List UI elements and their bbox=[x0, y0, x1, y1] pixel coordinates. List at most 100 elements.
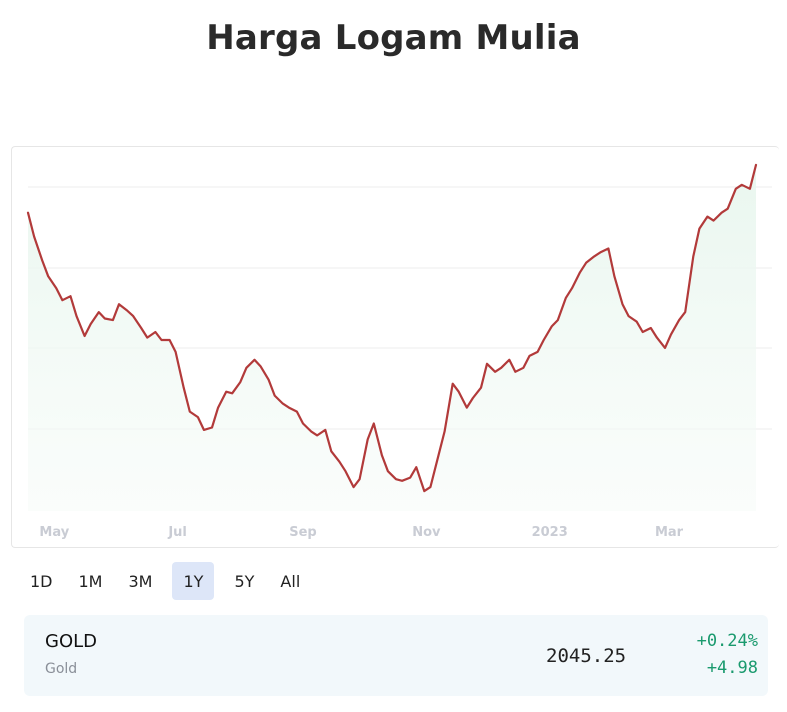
range-button-1y[interactable]: 1Y bbox=[172, 562, 215, 600]
data-point bbox=[697, 227, 701, 231]
data-point bbox=[612, 274, 616, 278]
data-point bbox=[125, 309, 129, 313]
data-point bbox=[465, 406, 469, 410]
quote-row-gold[interactable]: GOLD Gold 2045.25 +0.24% +4.98 bbox=[24, 615, 768, 696]
data-point bbox=[677, 318, 681, 322]
price-line bbox=[26, 163, 758, 493]
data-point bbox=[323, 428, 327, 432]
data-point bbox=[230, 391, 234, 395]
data-point bbox=[224, 390, 228, 394]
data-point bbox=[153, 330, 157, 334]
data-point bbox=[556, 318, 560, 322]
data-point bbox=[726, 207, 730, 211]
data-point bbox=[380, 453, 384, 457]
data-point bbox=[358, 477, 362, 481]
data-point bbox=[606, 247, 610, 251]
data-point bbox=[60, 298, 64, 302]
data-point bbox=[720, 211, 724, 215]
data-point bbox=[394, 477, 398, 481]
range-button-5y[interactable]: 5Y bbox=[234, 571, 255, 591]
range-button-1d[interactable]: 1D bbox=[30, 571, 53, 591]
data-point bbox=[344, 469, 348, 473]
data-point bbox=[75, 314, 79, 318]
data-point bbox=[244, 366, 248, 370]
data-point bbox=[174, 350, 178, 354]
data-point bbox=[705, 215, 709, 219]
x-tick-label: Mar bbox=[655, 525, 684, 540]
price-chart-svg: May Jul Sep Nov 2023 Mar bbox=[26, 163, 772, 540]
data-point bbox=[259, 364, 263, 368]
quote-price: 2045.25 bbox=[546, 645, 627, 667]
data-point bbox=[437, 453, 441, 457]
data-point bbox=[267, 378, 271, 382]
x-axis-ticks: May Jul Sep Nov 2023 Mar bbox=[39, 525, 683, 540]
data-point bbox=[295, 410, 299, 414]
data-point bbox=[408, 476, 412, 480]
data-point bbox=[83, 334, 87, 338]
data-point bbox=[635, 320, 639, 324]
data-point bbox=[329, 449, 333, 453]
data-point bbox=[507, 358, 511, 362]
price-chart[interactable]: May Jul Sep Nov 2023 Mar bbox=[11, 146, 779, 548]
data-point bbox=[521, 366, 525, 370]
range-selector: 1D 1M 3M 1Y 5Y All bbox=[24, 562, 306, 600]
data-point bbox=[40, 258, 44, 262]
data-point bbox=[46, 274, 50, 278]
data-point bbox=[621, 302, 625, 306]
data-point bbox=[366, 437, 370, 441]
data-point bbox=[372, 422, 376, 426]
data-point bbox=[536, 350, 540, 354]
price-area-fill bbox=[28, 164, 756, 511]
x-tick-label: May bbox=[39, 525, 69, 540]
data-point bbox=[352, 485, 356, 489]
data-point bbox=[550, 324, 554, 328]
data-point bbox=[592, 254, 596, 258]
data-point bbox=[649, 326, 653, 330]
data-point bbox=[202, 428, 206, 432]
data-point bbox=[188, 410, 192, 414]
data-point bbox=[451, 382, 455, 386]
data-point bbox=[26, 211, 30, 215]
data-point bbox=[471, 396, 475, 400]
data-point bbox=[712, 219, 716, 223]
data-point bbox=[117, 302, 121, 306]
data-point bbox=[131, 314, 135, 318]
data-point bbox=[386, 469, 390, 473]
data-point bbox=[669, 332, 673, 336]
x-tick-label: Jul bbox=[167, 525, 187, 540]
data-point bbox=[564, 296, 568, 300]
data-point bbox=[691, 254, 695, 258]
page-title: Harga Logam Mulia bbox=[206, 18, 581, 58]
data-point bbox=[273, 394, 277, 398]
data-point bbox=[513, 370, 517, 374]
data-point bbox=[578, 270, 582, 274]
data-point bbox=[627, 314, 631, 318]
data-point bbox=[315, 433, 319, 437]
range-button-1m[interactable]: 1M bbox=[78, 571, 103, 591]
data-point bbox=[160, 338, 164, 342]
quote-name: Gold bbox=[45, 661, 78, 677]
data-point bbox=[301, 422, 305, 426]
data-point bbox=[528, 354, 532, 358]
data-point bbox=[281, 402, 285, 406]
data-point bbox=[210, 426, 214, 430]
data-point bbox=[216, 406, 220, 410]
data-point bbox=[443, 429, 447, 433]
data-point bbox=[97, 310, 101, 314]
quote-symbol: GOLD bbox=[45, 631, 98, 652]
data-point bbox=[598, 250, 602, 254]
data-point bbox=[457, 390, 461, 394]
data-point bbox=[663, 346, 667, 350]
data-point bbox=[182, 386, 186, 390]
data-point bbox=[103, 317, 107, 321]
data-point bbox=[89, 322, 93, 326]
data-point bbox=[734, 187, 738, 191]
data-point bbox=[584, 261, 588, 265]
range-button-3m[interactable]: 3M bbox=[128, 571, 153, 591]
range-button-all[interactable]: All bbox=[280, 571, 301, 591]
data-point bbox=[414, 465, 418, 469]
data-point bbox=[740, 183, 744, 187]
data-point bbox=[493, 370, 497, 374]
x-tick-label: 2023 bbox=[532, 525, 568, 540]
x-tick-label: Nov bbox=[412, 525, 441, 540]
